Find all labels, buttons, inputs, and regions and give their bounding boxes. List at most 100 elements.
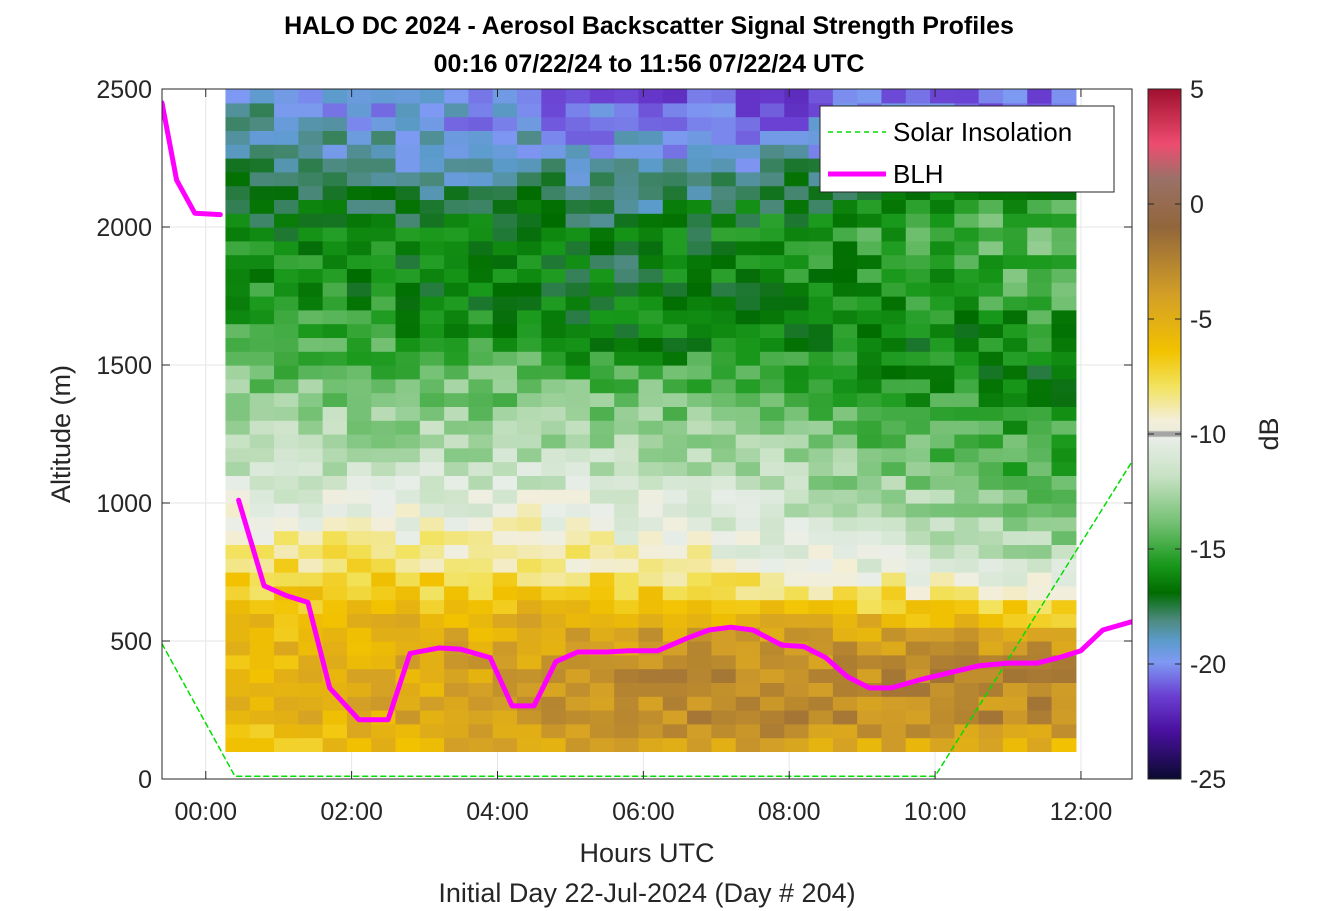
y-tick-label: 0 bbox=[138, 766, 152, 794]
heatmap-cell bbox=[638, 337, 664, 352]
heatmap-cell bbox=[517, 461, 542, 476]
heatmap-cell bbox=[638, 627, 664, 642]
heatmap-cell bbox=[759, 558, 785, 573]
heatmap-cell bbox=[249, 696, 275, 711]
heatmap-cell bbox=[687, 213, 712, 228]
heatmap-cell bbox=[419, 461, 445, 476]
heatmap-cell bbox=[395, 544, 421, 559]
heatmap-cell bbox=[687, 434, 712, 449]
heatmap-cell bbox=[444, 365, 470, 380]
heatmap-cell bbox=[419, 447, 445, 463]
heatmap-cell bbox=[274, 544, 299, 559]
heatmap-cell bbox=[905, 213, 931, 228]
heatmap-cell bbox=[905, 641, 931, 656]
heatmap-cell bbox=[857, 434, 883, 449]
heatmap-cell bbox=[274, 240, 299, 256]
heatmap-cell bbox=[711, 89, 737, 104]
heatmap-cell bbox=[274, 599, 299, 614]
heatmap-cell bbox=[395, 89, 421, 104]
heatmap-cell bbox=[541, 89, 567, 104]
heatmap-cell bbox=[322, 323, 348, 338]
heatmap-cell bbox=[1002, 558, 1028, 573]
heatmap-cell bbox=[322, 447, 348, 463]
heatmap-cell bbox=[517, 240, 542, 256]
heatmap-cell bbox=[395, 296, 421, 311]
heatmap-cell bbox=[759, 102, 785, 118]
heatmap-cell bbox=[687, 89, 712, 104]
heatmap-cell bbox=[371, 654, 397, 670]
heatmap-cell bbox=[662, 585, 688, 601]
heatmap-cell bbox=[565, 282, 591, 297]
heatmap-cell bbox=[541, 737, 567, 752]
heatmap-cell bbox=[298, 544, 324, 559]
heatmap-cell bbox=[322, 613, 348, 628]
heatmap-cell bbox=[371, 558, 397, 573]
heatmap-cell bbox=[1027, 323, 1053, 338]
heatmap-cell bbox=[1027, 282, 1053, 297]
heatmap-cell bbox=[444, 503, 470, 518]
heatmap-cell bbox=[468, 503, 494, 518]
colorbar: 50-5-10-15-20-25 dB bbox=[1147, 76, 1284, 794]
heatmap-cell bbox=[930, 641, 955, 656]
heatmap-cell bbox=[249, 282, 275, 297]
heatmap-cell bbox=[395, 723, 421, 739]
heatmap-cell bbox=[638, 572, 664, 587]
heatmap-cell bbox=[274, 737, 299, 752]
heatmap-cell bbox=[881, 406, 907, 421]
x-tick-label: 00:00 bbox=[174, 798, 237, 826]
heatmap-cell bbox=[565, 240, 591, 256]
heatmap-cell bbox=[905, 406, 931, 421]
heatmap-cell bbox=[978, 558, 1004, 573]
heatmap-cell bbox=[468, 420, 494, 435]
heatmap-cell bbox=[541, 323, 567, 338]
heatmap-cell bbox=[565, 351, 591, 366]
heatmap-cell bbox=[395, 461, 421, 476]
heatmap-cell bbox=[444, 737, 470, 752]
heatmap-cell bbox=[1027, 585, 1053, 601]
heatmap-cell bbox=[589, 558, 615, 573]
heatmap-cell bbox=[687, 723, 712, 739]
heatmap-cell bbox=[492, 420, 518, 435]
heatmap-cell bbox=[930, 503, 955, 518]
heatmap-cell bbox=[492, 723, 518, 739]
heatmap-cell bbox=[759, 89, 785, 104]
heatmap-cell bbox=[298, 406, 324, 421]
heatmap-cell bbox=[711, 392, 737, 407]
heatmap-cell bbox=[614, 130, 640, 145]
heatmap-cell bbox=[662, 351, 688, 366]
heatmap-cell bbox=[687, 130, 712, 145]
heatmap-cell bbox=[1002, 434, 1028, 449]
heatmap-cell bbox=[419, 185, 445, 200]
heatmap-cell bbox=[954, 240, 980, 256]
heatmap-cell bbox=[298, 144, 324, 159]
heatmap-cell bbox=[784, 558, 810, 573]
heatmap-cell bbox=[589, 144, 615, 159]
heatmap-cell bbox=[905, 434, 931, 449]
heatmap-cell bbox=[857, 392, 883, 407]
heatmap-cell bbox=[322, 116, 348, 131]
heatmap-cell bbox=[225, 116, 251, 131]
heatmap-cell bbox=[541, 144, 567, 159]
heatmap-cell bbox=[346, 282, 372, 297]
heatmap-cell bbox=[759, 282, 785, 297]
heatmap-cell bbox=[978, 489, 1004, 504]
heatmap-cell bbox=[517, 89, 542, 104]
heatmap-cell bbox=[638, 309, 664, 325]
heatmap-cell bbox=[1027, 213, 1053, 228]
heatmap-cell bbox=[225, 254, 251, 269]
heatmap-cell bbox=[419, 503, 445, 518]
heatmap-cell bbox=[541, 641, 567, 656]
heatmap-cell bbox=[541, 378, 567, 394]
heatmap-cell bbox=[881, 475, 907, 490]
heatmap-cell bbox=[322, 102, 348, 118]
heatmap-cell bbox=[930, 682, 955, 697]
heatmap-cell bbox=[978, 447, 1004, 463]
heatmap-cell bbox=[517, 627, 542, 642]
heatmap-cell bbox=[249, 516, 275, 532]
heatmap-cell bbox=[274, 158, 299, 173]
heatmap-cell bbox=[371, 296, 397, 311]
heatmap-cell bbox=[371, 254, 397, 269]
y-tick-label: 1500 bbox=[96, 352, 152, 380]
heatmap-cell bbox=[905, 268, 931, 283]
heatmap-cell bbox=[468, 351, 494, 366]
